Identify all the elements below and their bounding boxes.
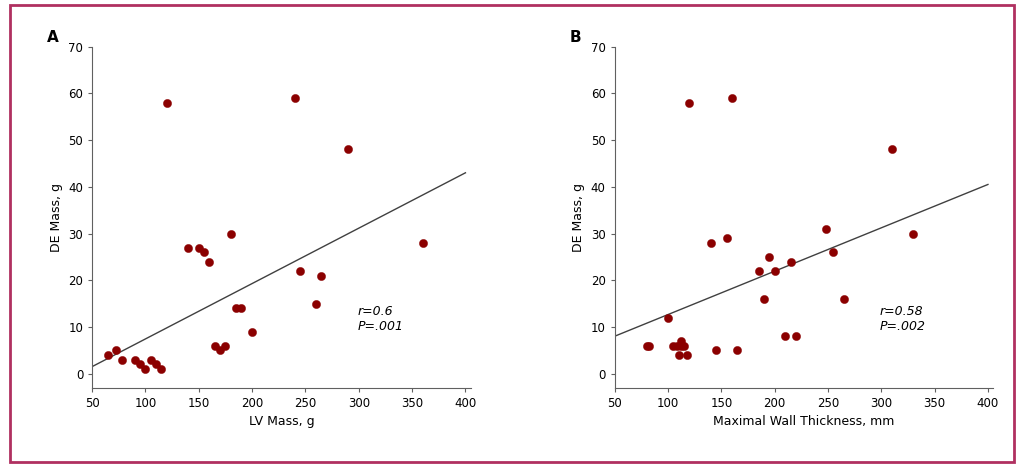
Point [142, 356, 159, 363]
Point [114, 356, 130, 363]
Point [761, 253, 777, 261]
Point [222, 230, 239, 237]
X-axis label: LV Mass, g: LV Mass, g [249, 415, 314, 428]
Point [884, 146, 900, 153]
Point [766, 267, 782, 275]
Point [777, 333, 794, 340]
Point [196, 248, 212, 256]
Point [666, 342, 682, 349]
Point [108, 347, 124, 354]
Point [905, 230, 922, 237]
Point [292, 267, 308, 275]
Point [756, 295, 772, 303]
Point [147, 361, 164, 368]
Point [132, 361, 148, 368]
Point [638, 342, 654, 349]
Text: A: A [47, 29, 58, 45]
Point [719, 234, 735, 242]
Text: B: B [569, 29, 581, 45]
Point [287, 94, 303, 102]
Text: r=0.6
P=.001: r=0.6 P=.001 [357, 305, 403, 333]
Point [313, 272, 330, 279]
Point [127, 356, 143, 363]
Text: r=0.58
P=.002: r=0.58 P=.002 [880, 305, 926, 333]
Point [702, 239, 719, 247]
Point [659, 314, 676, 321]
Point [673, 337, 689, 345]
Point [137, 365, 154, 373]
Point [708, 347, 724, 354]
Point [787, 333, 804, 340]
Point [673, 342, 689, 349]
Point [233, 304, 250, 312]
Point [207, 342, 223, 349]
Point [836, 295, 852, 303]
Point [202, 258, 218, 265]
X-axis label: Maximal Wall Thickness, mm: Maximal Wall Thickness, mm [714, 415, 895, 428]
Point [669, 342, 685, 349]
Point [681, 99, 697, 106]
Point [679, 351, 695, 359]
Point [308, 300, 325, 307]
Point [190, 244, 207, 251]
Y-axis label: DE Mass, g: DE Mass, g [50, 183, 62, 252]
Point [641, 342, 657, 349]
Y-axis label: DE Mass, g: DE Mass, g [572, 183, 585, 252]
Point [212, 347, 228, 354]
Point [154, 365, 170, 373]
Point [340, 146, 356, 153]
Point [244, 328, 260, 335]
Point [159, 99, 175, 106]
Point [415, 239, 431, 247]
Point [676, 342, 692, 349]
Point [724, 94, 740, 102]
Point [825, 248, 842, 256]
Point [217, 342, 233, 349]
Point [100, 351, 117, 359]
Point [817, 225, 834, 233]
Point [729, 347, 745, 354]
Point [751, 267, 767, 275]
Point [180, 244, 197, 251]
Point [228, 304, 245, 312]
Point [671, 351, 687, 359]
Point [782, 258, 799, 265]
